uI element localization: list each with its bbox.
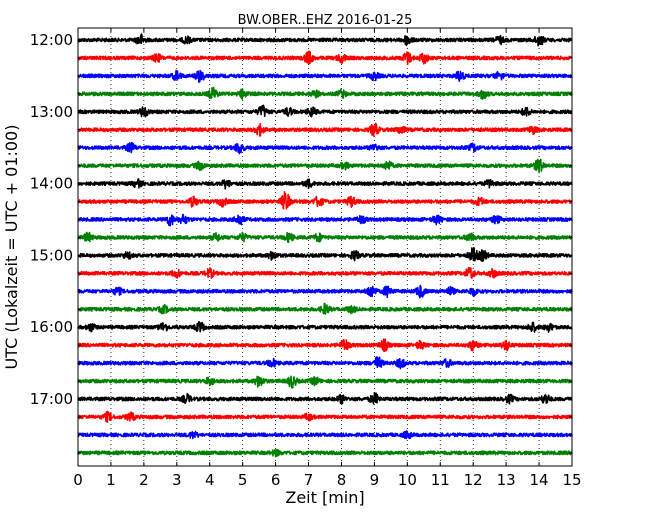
x-axis-label: Zeit [min]	[285, 488, 364, 507]
y-tick-label: 13:00	[30, 103, 73, 121]
x-tick-label: 9	[370, 471, 380, 489]
x-tick-label: 4	[205, 471, 215, 489]
seismic-trace	[77, 448, 573, 458]
seismic-trace	[77, 158, 573, 174]
y-tick-label: 14:00	[30, 175, 73, 193]
x-tick-label: 11	[431, 471, 450, 489]
seismic-trace	[77, 213, 573, 227]
x-tick-label: 0	[73, 471, 83, 489]
x-tick-label: 2	[139, 471, 149, 489]
x-tick-label: 5	[238, 471, 248, 489]
x-tick-label: 10	[398, 471, 417, 489]
seismic-trace	[77, 302, 573, 315]
y-axis-label: UTC (Lokalzeit = UTC + 01:00)	[2, 125, 21, 370]
y-tick-label: 16:00	[30, 318, 73, 336]
seismic-trace	[77, 430, 573, 440]
seismic-trace	[77, 191, 573, 210]
x-tick-label: 12	[464, 471, 483, 489]
seismic-trace	[77, 338, 573, 353]
y-tick-label: 15:00	[30, 246, 73, 264]
axis-ticks: 0 1 2 3 4 5 6 7 8 9 10 11 12 13 14 1512:0013:0014:0015:…	[30, 28, 582, 489]
x-tick-label: 14	[530, 471, 549, 489]
seismic-trace	[77, 33, 573, 47]
seismic-trace	[77, 122, 573, 137]
y-tick-label: 12:00	[30, 31, 73, 49]
x-tick-label: 15	[562, 471, 581, 489]
seismic-trace	[77, 86, 573, 100]
seismic-trace	[77, 320, 573, 333]
plot-frame	[77, 27, 573, 467]
x-tick-label: 7	[304, 471, 314, 489]
x-tick-label: 8	[337, 471, 347, 489]
seismic-trace	[77, 246, 573, 263]
seismic-trace	[77, 356, 573, 370]
seismic-traces	[77, 33, 573, 458]
seismic-trace	[77, 284, 573, 299]
seismic-trace	[77, 410, 573, 423]
seismic-trace	[77, 266, 573, 279]
x-tick-label: 3	[172, 471, 182, 489]
seismic-trace	[77, 69, 573, 83]
seismic-trace	[77, 375, 573, 389]
x-tick-label: 6	[271, 471, 281, 489]
seismic-trace	[77, 391, 573, 405]
seismic-trace	[77, 104, 573, 118]
seismic-trace	[77, 231, 573, 244]
chart-title: BW.OBER..EHZ 2016-01-25	[238, 13, 413, 28]
seismic-trace	[77, 50, 573, 66]
seismic-trace	[77, 178, 573, 190]
y-tick-label: 17:00	[30, 390, 73, 408]
x-tick-label: 13	[497, 471, 516, 489]
seismic-trace	[77, 141, 573, 155]
x-tick-label: 1	[106, 471, 116, 489]
